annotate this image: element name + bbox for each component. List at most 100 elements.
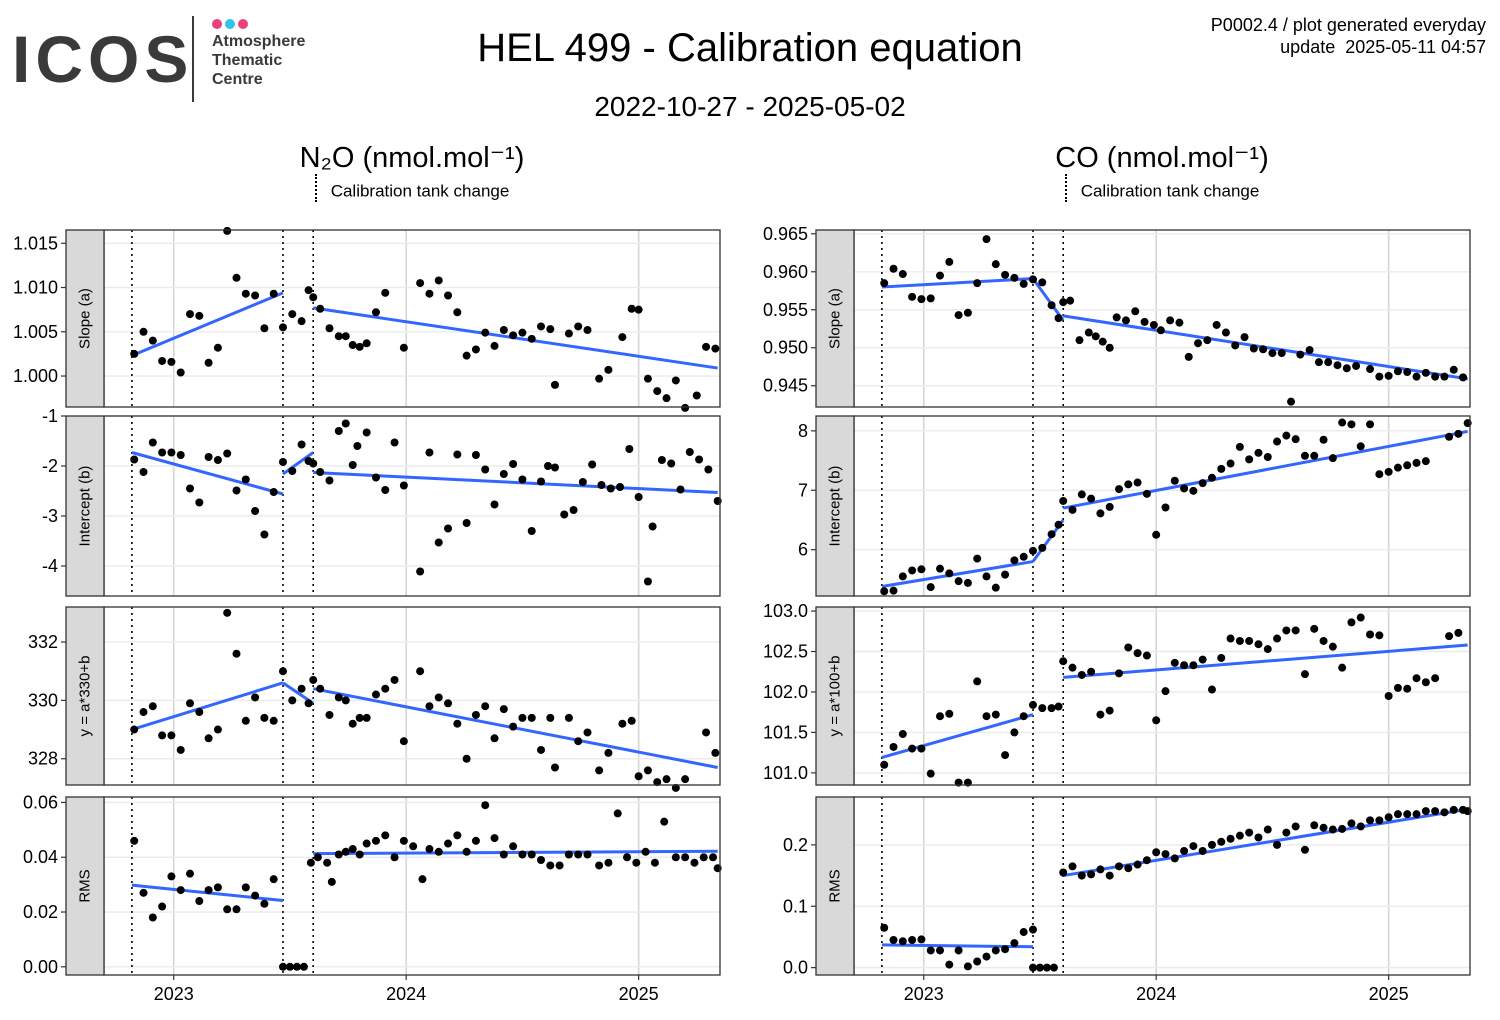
y-tick-label: 0.06 — [23, 792, 58, 812]
data-point — [334, 427, 343, 435]
panel-1-0: Slope (a) 0.945 0.950 0.955 0.960 0.965 — [763, 224, 1471, 408]
data-point — [1342, 364, 1351, 373]
logo-divider — [192, 16, 194, 102]
data-point — [390, 675, 399, 684]
data-point — [537, 322, 546, 331]
data-point — [973, 279, 982, 288]
y-tick-label: 102.0 — [763, 682, 808, 702]
fit-line — [282, 451, 315, 476]
fit-line — [131, 451, 284, 496]
data-point — [1384, 371, 1393, 380]
page-title: HEL 499 - Calibration equation — [477, 26, 1023, 70]
data-point — [604, 858, 613, 867]
data-point — [917, 565, 926, 574]
data-point — [991, 583, 1000, 592]
data-point — [1263, 825, 1272, 834]
data-point — [623, 853, 632, 862]
data-point — [518, 475, 527, 484]
data-point — [399, 737, 408, 746]
data-point — [1114, 669, 1123, 678]
data-point — [954, 946, 963, 955]
data-point — [167, 448, 176, 457]
data-point — [660, 817, 669, 826]
data-point — [509, 331, 518, 340]
data-point — [509, 722, 518, 731]
data-point — [278, 458, 287, 466]
data-point — [564, 329, 573, 338]
data-point — [362, 339, 371, 348]
data-point — [898, 572, 907, 581]
data-point — [1180, 661, 1189, 670]
data-point — [232, 649, 241, 658]
n2o-column-title: N₂O (nmol.mol⁻¹) — [299, 142, 525, 174]
data-point — [527, 850, 536, 859]
data-point — [1268, 349, 1277, 358]
logo-dot-2 — [238, 19, 248, 29]
data-point — [588, 460, 597, 469]
data-point — [690, 858, 699, 867]
data-point — [1010, 556, 1019, 565]
data-point — [671, 376, 680, 385]
data-point — [1217, 837, 1226, 846]
data-point — [1366, 816, 1375, 825]
data-point — [704, 465, 713, 474]
data-point — [471, 710, 480, 719]
data-point — [1133, 649, 1142, 658]
data-point — [418, 875, 427, 884]
data-point — [1333, 361, 1342, 370]
data-point — [1059, 657, 1068, 666]
panel-background — [104, 607, 720, 785]
data-point — [269, 289, 278, 298]
fit-line — [881, 560, 1034, 588]
logo-wordmark: ICOS — [12, 22, 194, 96]
data-point — [1347, 420, 1356, 429]
data-point — [1038, 278, 1047, 287]
data-point — [381, 486, 390, 494]
data-point — [685, 448, 694, 456]
data-point — [1180, 847, 1189, 856]
data-point — [213, 883, 222, 892]
data-point — [898, 270, 907, 279]
data-point — [1133, 478, 1142, 487]
data-point — [954, 577, 963, 586]
data-point — [1375, 631, 1384, 640]
data-point — [1300, 845, 1309, 854]
data-point — [1366, 365, 1375, 374]
data-point — [1001, 751, 1010, 760]
data-point — [1068, 505, 1077, 514]
data-point — [381, 831, 390, 840]
data-point — [1319, 823, 1328, 832]
data-point — [1412, 458, 1421, 467]
data-point — [1096, 710, 1105, 719]
data-point — [926, 583, 935, 592]
logo-dot-1 — [225, 19, 235, 29]
panel-0-1: Intercept (b) -1 -2 -3 -4 — [42, 406, 722, 597]
y-tick-label: -1 — [42, 406, 58, 426]
data-point — [917, 935, 926, 944]
data-point — [1035, 963, 1044, 972]
data-point — [1431, 807, 1440, 816]
data-point — [371, 836, 380, 845]
strip-background — [65, 606, 105, 786]
data-point — [167, 357, 176, 366]
data-point — [130, 725, 139, 734]
data-point — [982, 572, 991, 581]
data-point — [1226, 459, 1235, 468]
data-point — [1161, 850, 1170, 859]
data-point — [1091, 332, 1100, 341]
data-point — [1454, 628, 1463, 637]
data-point — [399, 343, 408, 352]
data-point — [1403, 368, 1412, 377]
data-point — [1310, 624, 1319, 633]
data-point — [889, 586, 898, 595]
data-point — [260, 530, 269, 539]
data-point — [186, 484, 195, 493]
data-point — [982, 235, 991, 244]
data-point — [643, 766, 652, 775]
data-point — [309, 675, 318, 684]
data-point — [499, 470, 508, 478]
data-point — [616, 483, 625, 491]
data-point — [880, 279, 889, 288]
data-point — [702, 342, 711, 351]
y-tick-label: 0.00 — [23, 957, 58, 977]
